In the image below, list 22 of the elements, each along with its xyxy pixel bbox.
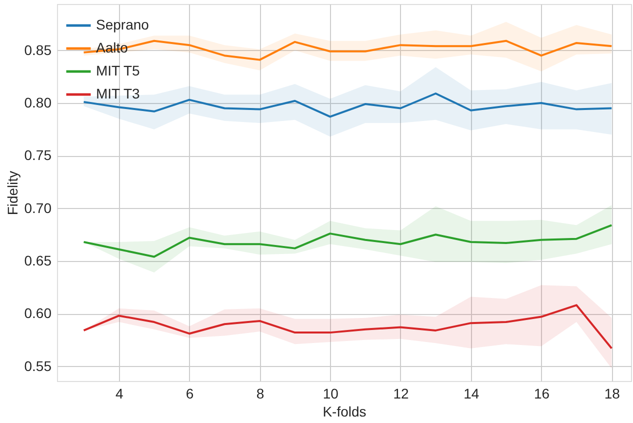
x-tick-label: 6 [186, 386, 194, 402]
y-axis-title: Fidelity [4, 170, 20, 216]
y-tick-label: 0.55 [24, 358, 52, 374]
y-tick-label: 0.85 [24, 42, 52, 58]
y-tick-label: 0.75 [24, 147, 52, 164]
y-tick-label: 0.80 [24, 94, 52, 110]
x-tick-label: 14 [464, 386, 480, 402]
x-tick-label: 12 [393, 386, 409, 402]
x-axis-title: K-folds [322, 404, 366, 420]
x-tick-label: 10 [322, 386, 339, 402]
x-tick-label: 18 [604, 386, 620, 402]
legend-label: MIT T3 [96, 86, 140, 102]
legend-label: MIT T5 [96, 62, 140, 78]
line-series [82, 224, 613, 258]
y-tick-label: 0.60 [24, 305, 52, 322]
x-tick-label: 4 [116, 386, 124, 402]
line-series [82, 304, 613, 350]
x-tick-label: 8 [256, 386, 264, 402]
y-tick-label: 0.65 [24, 252, 52, 268]
x-tick-label: 16 [534, 386, 550, 402]
y-tick-label: 0.70 [24, 200, 52, 216]
legend-label: Seprano [96, 16, 150, 32]
